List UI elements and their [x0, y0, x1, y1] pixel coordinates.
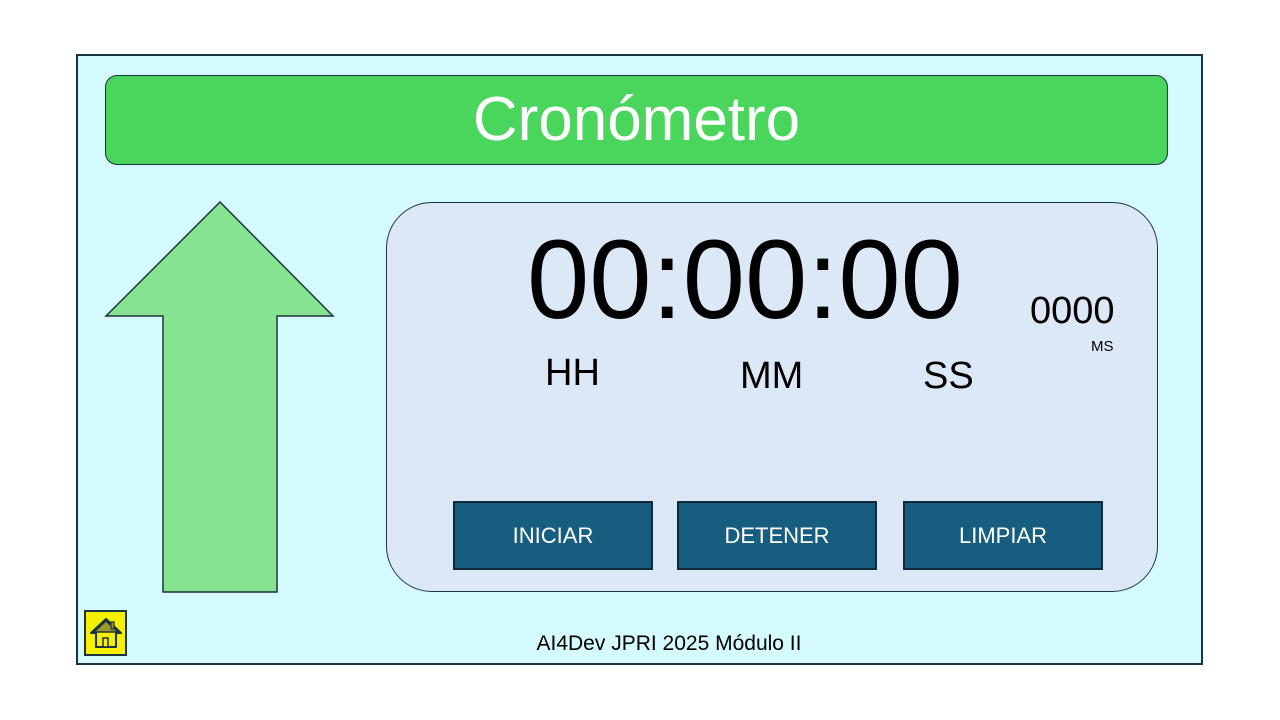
minutes-label: MM	[740, 355, 804, 397]
milliseconds-display: 0000	[1030, 290, 1115, 332]
start-button[interactable]: INICIAR	[453, 501, 653, 570]
hours-label: HH	[545, 352, 600, 394]
home-icon	[89, 618, 122, 648]
milliseconds-label: MS	[1091, 338, 1114, 355]
page-title: Cronómetro	[472, 85, 801, 154]
stop-button[interactable]: DETENER	[677, 501, 877, 570]
up-arrow-icon	[104, 201, 335, 593]
title-bar: Cronómetro	[105, 75, 1168, 165]
home-button[interactable]	[84, 610, 127, 656]
time-display: 00:00:00	[527, 217, 963, 342]
footer-text: AI4Dev JPRI 2025 Módulo II	[536, 632, 802, 655]
seconds-label: SS	[923, 355, 974, 397]
clear-button[interactable]: LIMPIAR	[903, 501, 1103, 570]
